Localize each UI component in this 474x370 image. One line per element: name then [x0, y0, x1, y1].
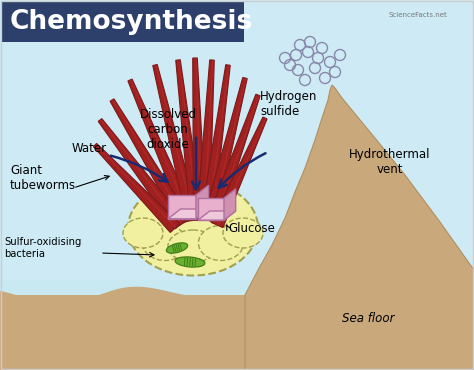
Text: Water: Water [72, 141, 107, 155]
Polygon shape [213, 95, 260, 223]
Text: ScienceFacts.net: ScienceFacts.net [389, 12, 447, 18]
Polygon shape [245, 85, 474, 370]
Polygon shape [201, 65, 230, 221]
Polygon shape [176, 60, 203, 221]
Text: Giant
tubeworms: Giant tubeworms [10, 164, 76, 192]
Polygon shape [0, 285, 474, 370]
Polygon shape [153, 64, 199, 222]
Polygon shape [155, 65, 195, 220]
Polygon shape [198, 211, 236, 220]
Polygon shape [196, 185, 209, 219]
Polygon shape [128, 79, 196, 223]
Polygon shape [110, 99, 191, 225]
Ellipse shape [223, 218, 263, 248]
Polygon shape [168, 209, 209, 219]
Ellipse shape [123, 218, 163, 248]
Polygon shape [98, 119, 185, 229]
Polygon shape [193, 58, 207, 220]
Text: Glucose: Glucose [228, 222, 275, 235]
Text: Hydrogen
sulfide: Hydrogen sulfide [260, 90, 318, 118]
Polygon shape [197, 60, 214, 221]
Polygon shape [224, 189, 236, 220]
Polygon shape [207, 65, 229, 220]
Polygon shape [168, 195, 196, 219]
Text: Chemosynthesis: Chemosynthesis [10, 9, 253, 35]
Polygon shape [100, 119, 182, 225]
Polygon shape [203, 60, 214, 220]
Polygon shape [0, 0, 474, 280]
Polygon shape [130, 79, 192, 220]
Text: Sulfur-oxidising
bacteria: Sulfur-oxidising bacteria [4, 237, 82, 259]
Text: Hydrothermal
vent: Hydrothermal vent [349, 148, 431, 176]
Ellipse shape [166, 243, 188, 253]
Polygon shape [93, 144, 180, 232]
Polygon shape [198, 198, 224, 220]
FancyBboxPatch shape [2, 2, 244, 42]
Polygon shape [217, 118, 266, 226]
Polygon shape [178, 60, 199, 220]
Polygon shape [210, 78, 246, 221]
Ellipse shape [128, 181, 258, 276]
Ellipse shape [143, 225, 188, 260]
Polygon shape [112, 99, 187, 222]
Polygon shape [195, 58, 202, 220]
Text: Sea floor: Sea floor [342, 312, 394, 324]
Polygon shape [0, 295, 474, 370]
Ellipse shape [168, 230, 218, 262]
Polygon shape [95, 144, 176, 228]
Polygon shape [211, 117, 267, 228]
Ellipse shape [199, 225, 244, 260]
Polygon shape [204, 77, 247, 222]
Text: Dissolved
carbon
dioxide: Dissolved carbon dioxide [139, 108, 197, 151]
Ellipse shape [175, 257, 205, 267]
Polygon shape [207, 94, 260, 224]
